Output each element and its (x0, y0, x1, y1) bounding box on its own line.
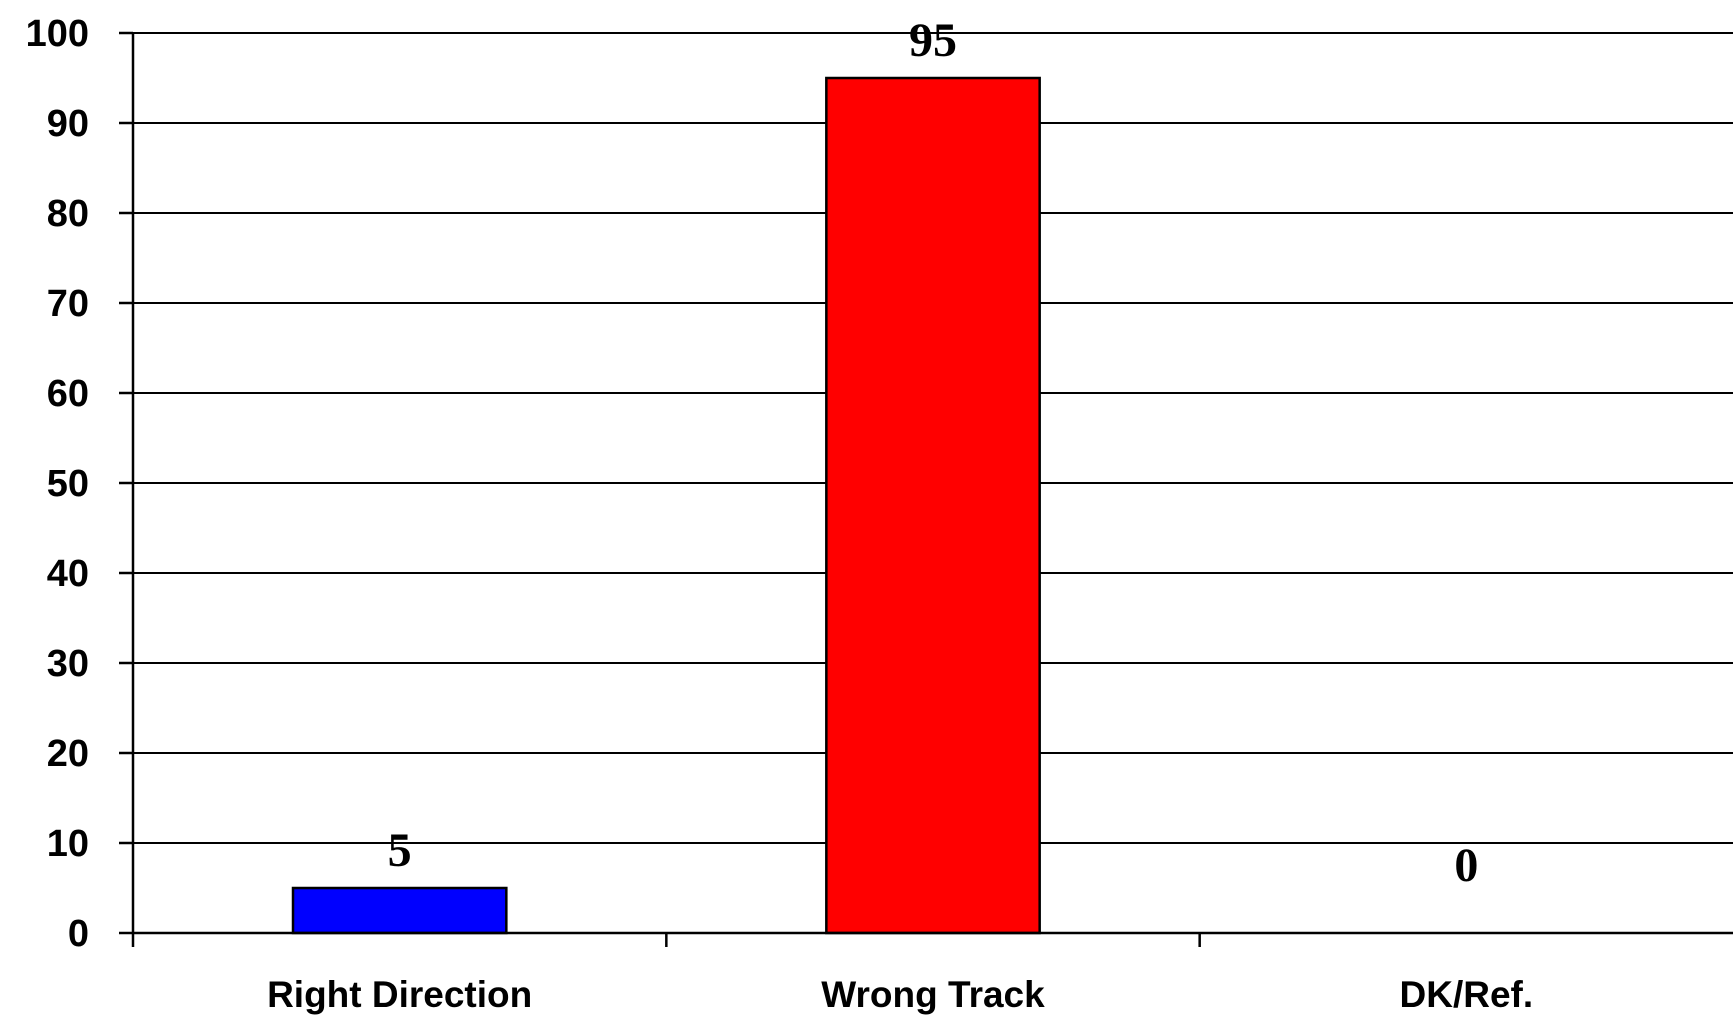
data-label: 5 (388, 824, 412, 877)
y-tick-label: 0 (68, 913, 89, 955)
y-tick-label: 20 (47, 733, 89, 775)
y-tick-label: 50 (47, 463, 89, 505)
data-label: 0 (1454, 839, 1478, 892)
bar-right-direction (291, 886, 508, 935)
y-tick-label: 60 (47, 373, 89, 415)
y-tick-label: 30 (47, 643, 89, 685)
data-label: 95 (909, 14, 957, 67)
x-tick-label: Right Direction (267, 974, 532, 1015)
axes (131, 33, 1733, 947)
data-labels: 5 95 0 (388, 14, 1479, 892)
x-tick-label: DK/Ref. (1400, 974, 1534, 1015)
y-axis-tick-labels: 0 10 20 30 40 50 60 70 80 90 100 (26, 13, 89, 955)
bar-wrong-track (825, 76, 1041, 935)
y-tick-label: 70 (47, 283, 89, 325)
y-tick-label: 10 (47, 823, 89, 865)
y-tick-label: 40 (47, 553, 89, 595)
bars (291, 76, 1041, 935)
y-tick-label: 90 (47, 103, 89, 145)
x-axis-tick-labels: Right Direction Wrong Track DK/Ref. (267, 974, 1533, 1015)
y-tick-label: 100 (26, 13, 89, 55)
y-tick-label: 80 (47, 193, 89, 235)
x-tick-label: Wrong Track (821, 974, 1045, 1015)
